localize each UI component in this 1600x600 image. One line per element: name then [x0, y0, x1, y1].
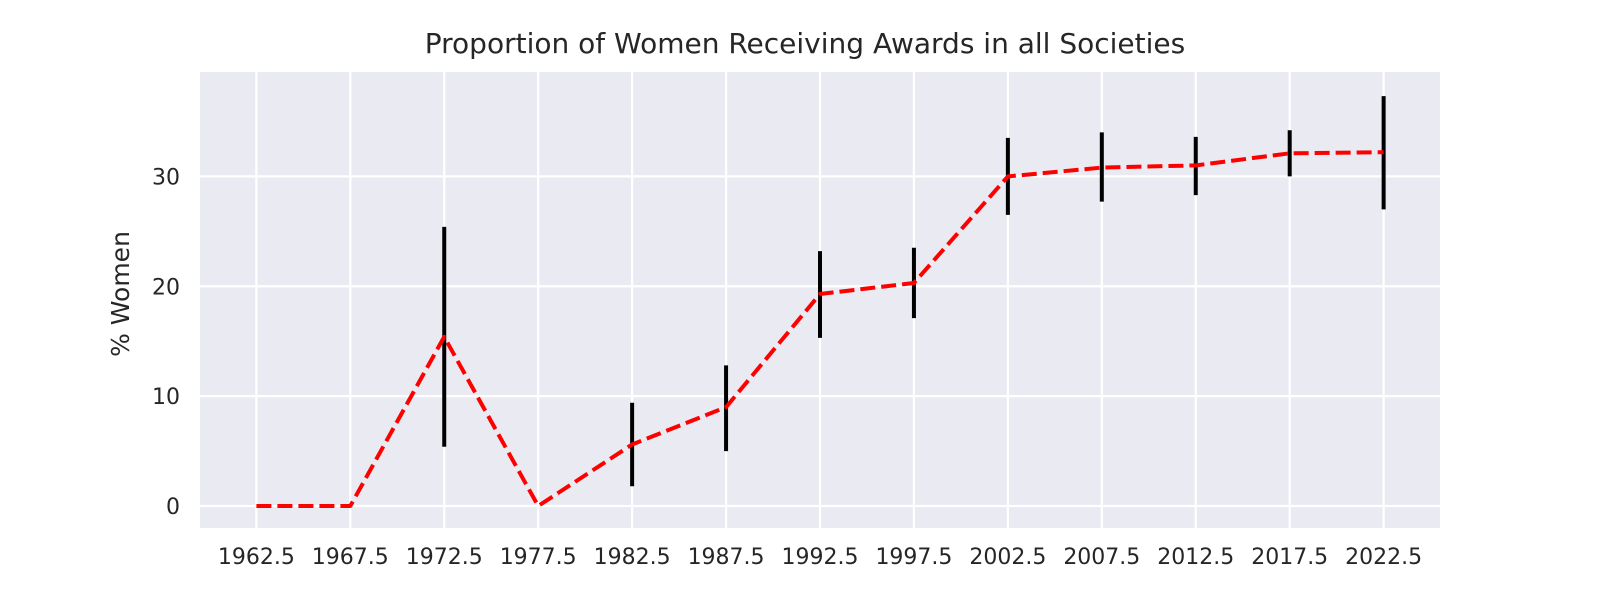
x-tick-label: 1967.5: [312, 545, 389, 570]
x-tick-label: 1972.5: [406, 545, 483, 570]
x-tick-label: 1977.5: [500, 545, 577, 570]
x-tick-label: 1962.5: [218, 545, 295, 570]
data-point: [1383, 152, 1384, 153]
x-tick-label: 1982.5: [594, 545, 671, 570]
x-tick-label: 2002.5: [969, 545, 1046, 570]
data-point: [1101, 167, 1102, 168]
data-point: [350, 506, 351, 507]
x-tick-label: 2022.5: [1345, 545, 1422, 570]
x-tick-label: 1997.5: [875, 545, 952, 570]
data-point: [538, 506, 539, 507]
data-series: [256, 150, 1384, 508]
x-axis-ticks: 1962.5 1967.5 1972.5 1977.5 1982.5 1987.5 1992…: [218, 545, 1422, 570]
x-tick-label: 2012.5: [1157, 545, 1234, 570]
data-point: [1007, 176, 1008, 177]
x-tick-label: 1987.5: [688, 545, 765, 570]
y-tick-label: 20: [152, 275, 180, 300]
x-tick-label: 2017.5: [1251, 545, 1328, 570]
data-point: [444, 336, 445, 337]
data-point: [256, 506, 257, 507]
data-point: [726, 407, 727, 408]
series-line: [256, 150, 1384, 508]
data-point: [820, 293, 821, 294]
data-point: [632, 444, 633, 445]
data-point: [913, 282, 914, 283]
data-point: [1289, 153, 1290, 154]
x-tick-label: 2007.5: [1063, 545, 1140, 570]
y-axis-ticks: 0 10 20 30: [152, 165, 180, 520]
y-axis-label: % Women: [106, 231, 135, 357]
data-point: [1195, 165, 1196, 166]
x-tick-label: 1992.5: [782, 545, 859, 570]
y-tick-label: 30: [152, 165, 180, 190]
chart-title: Proportion of Women Receiving Awards in …: [425, 27, 1185, 60]
y-tick-label: 10: [152, 385, 180, 410]
y-tick-label: 0: [166, 495, 180, 520]
